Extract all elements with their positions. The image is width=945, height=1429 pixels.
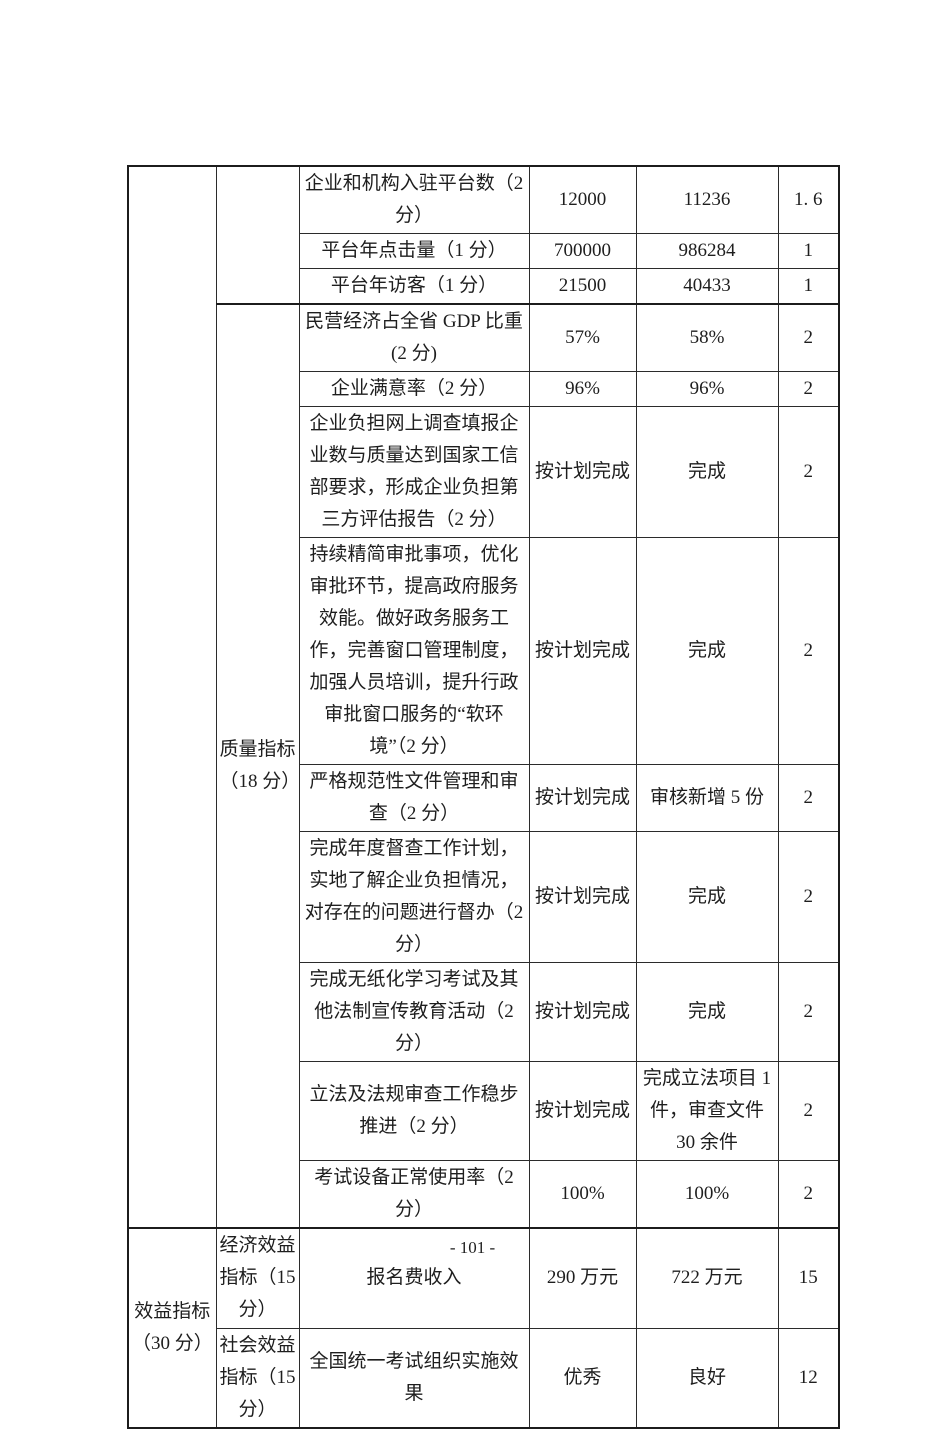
score-cell: 2 xyxy=(777,764,840,832)
actual-value-cell: 986284 xyxy=(635,233,779,269)
target-value-cell: 700000 xyxy=(528,233,637,269)
actual-value-cell: 40433 xyxy=(635,268,779,305)
target-value-cell: 优秀 xyxy=(528,1327,637,1428)
category-cell-quality: 质量指标（18 分） xyxy=(215,303,300,1229)
target-value-cell: 按计划完成 xyxy=(528,764,637,832)
target-value-cell: 按计划完成 xyxy=(528,537,637,765)
actual-value-cell: 良好 xyxy=(635,1327,779,1428)
score-cell: 2 xyxy=(777,1160,840,1229)
table-row: 完成年度督查工作计划，实地了解企业负担情况，对存在的问题进行督办（2 分） 按计… xyxy=(128,831,840,963)
actual-value-cell: 完成 xyxy=(635,537,779,765)
indicator-cell: 立法及法规审查工作稳步推进（2 分） xyxy=(298,1061,530,1161)
indicator-cell: 报名费收入 xyxy=(298,1227,530,1329)
indicator-cell: 民营经济占全省 GDP 比重(2 分) xyxy=(298,303,530,372)
score-cell: 2 xyxy=(777,537,840,765)
actual-value-cell: 完成 xyxy=(635,406,779,538)
score-cell: 2 xyxy=(777,371,840,407)
table-row: 平台年点击量（1 分） 700000 986284 1 xyxy=(128,233,840,269)
indicator-cell: 企业满意率（2 分） xyxy=(298,371,530,407)
score-cell: 1 xyxy=(777,268,840,305)
table-row: 严格规范性文件管理和审查（2 分） 按计划完成 审核新增 5 份 2 xyxy=(128,764,840,832)
document-page: 企业和机构入驻平台数（2 分） 12000 11236 1. 6 平台年点击量（… xyxy=(127,165,840,1429)
subcategory-cell-economic: 经济效益指标（15 分） xyxy=(215,1227,300,1329)
actual-value-cell: 96% xyxy=(635,371,779,407)
subcategory-cell-social: 社会效益指标（15 分） xyxy=(215,1327,300,1428)
page-number: - 101 - xyxy=(449,1238,496,1257)
score-cell: 1. 6 xyxy=(777,165,840,234)
score-cell: 2 xyxy=(777,1061,840,1161)
target-value-cell: 21500 xyxy=(528,268,637,305)
target-value-cell: 按计划完成 xyxy=(528,406,637,538)
performance-table: 企业和机构入驻平台数（2 分） 12000 11236 1. 6 平台年点击量（… xyxy=(127,165,840,1429)
indicator-cell: 考试设备正常使用率（2 分） xyxy=(298,1160,530,1229)
target-value-cell: 按计划完成 xyxy=(528,1061,637,1161)
actual-value-cell: 58% xyxy=(635,303,779,372)
score-cell: 15 xyxy=(777,1227,840,1329)
table-row: 质量指标（18 分） 民营经济占全省 GDP 比重(2 分) 57% 58% 2 xyxy=(128,303,840,1229)
table-row: 企业负担网上调查填报企业数与质量达到国家工信部要求，形成企业负担第三方评估报告（… xyxy=(128,406,840,538)
actual-value-cell: 722 万元 xyxy=(635,1227,779,1329)
table-row: 立法及法规审查工作稳步推进（2 分） 按计划完成 完成立法项目 1 件，审查文件… xyxy=(128,1061,840,1161)
subcategory-cell-empty xyxy=(215,165,300,305)
table-row: 社会效益指标（15 分） 全国统一考试组织实施效果 优秀 良好 12 xyxy=(128,1327,840,1428)
table-row: 持续精简审批事项，优化审批环节，提高政府服务效能。做好政务服务工作，完善窗口管理… xyxy=(128,537,840,765)
indicator-cell: 持续精简审批事项，优化审批环节，提高政府服务效能。做好政务服务工作，完善窗口管理… xyxy=(298,537,530,765)
table-row: 平台年访客（1 分） 21500 40433 1 xyxy=(128,268,840,305)
table-row: 企业满意率（2 分） 96% 96% 2 xyxy=(128,371,840,407)
score-cell: 2 xyxy=(777,962,840,1062)
actual-value-cell: 11236 xyxy=(635,165,779,234)
score-cell: 2 xyxy=(777,303,840,372)
indicator-cell: 全国统一考试组织实施效果 xyxy=(298,1327,530,1428)
target-value-cell: 290 万元 xyxy=(528,1227,637,1329)
score-cell: 1 xyxy=(777,233,840,269)
table-row: 企业和机构入驻平台数（2 分） 12000 11236 1. 6 xyxy=(127,165,840,1229)
category-cell-empty-left xyxy=(127,165,217,1229)
indicator-cell: 完成年度督查工作计划，实地了解企业负担情况，对存在的问题进行督办（2 分） xyxy=(298,831,530,963)
table-row: 完成无纸化学习考试及其他法制宣传教育活动（2 分） 按计划完成 完成 2 xyxy=(128,962,840,1062)
table-row: 效益指标（30 分） 经济效益指标（15 分） 报名费收入 290 万元 722… xyxy=(127,1227,840,1428)
target-value-cell: 按计划完成 xyxy=(528,831,637,963)
actual-value-cell: 审核新增 5 份 xyxy=(635,764,779,832)
target-value-cell: 96% xyxy=(528,371,637,407)
indicator-cell: 平台年点击量（1 分） xyxy=(298,233,530,269)
table-row: 考试设备正常使用率（2 分） 100% 100% 2 xyxy=(128,1160,840,1229)
indicator-cell: 企业负担网上调查填报企业数与质量达到国家工信部要求，形成企业负担第三方评估报告（… xyxy=(298,406,530,538)
target-value-cell: 按计划完成 xyxy=(528,962,637,1062)
actual-value-cell: 100% xyxy=(635,1160,779,1229)
indicator-cell: 完成无纸化学习考试及其他法制宣传教育活动（2 分） xyxy=(298,962,530,1062)
actual-value-cell: 完成立法项目 1 件，审查文件 30 余件 xyxy=(635,1061,779,1161)
actual-value-cell: 完成 xyxy=(635,962,779,1062)
indicator-cell: 严格规范性文件管理和审查（2 分） xyxy=(298,764,530,832)
score-cell: 2 xyxy=(777,406,840,538)
indicator-cell: 平台年访客（1 分） xyxy=(298,268,530,305)
indicator-cell: 企业和机构入驻平台数（2 分） xyxy=(298,165,530,234)
actual-value-cell: 完成 xyxy=(635,831,779,963)
target-value-cell: 57% xyxy=(528,303,637,372)
target-value-cell: 12000 xyxy=(528,165,637,234)
score-cell: 2 xyxy=(777,831,840,963)
target-value-cell: 100% xyxy=(528,1160,637,1229)
score-cell: 12 xyxy=(777,1327,840,1428)
